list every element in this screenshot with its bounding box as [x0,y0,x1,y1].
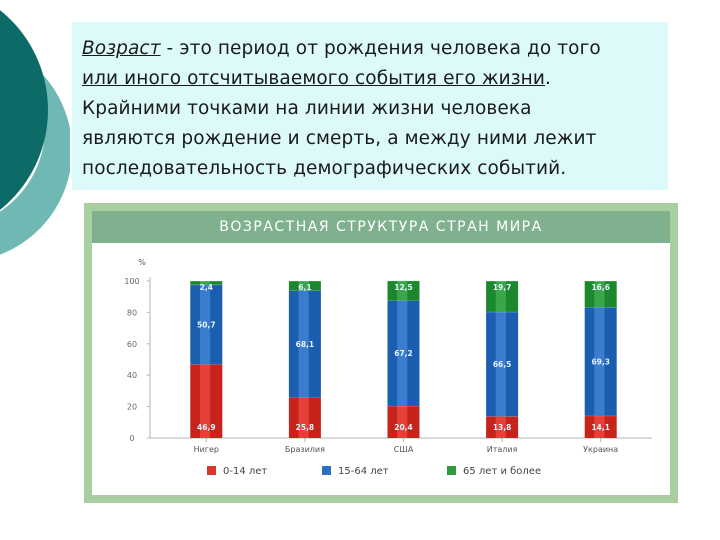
chart-frame: ВОЗРАСТНАЯ СТРУКТУРА СТРАН МИРА % 100 80 60… [84,203,678,503]
line1-rest: - это период от рождения человека до тог… [160,38,601,59]
deco-dark-circle [0,10,48,210]
data-label: 19,7 [493,283,512,292]
line5: последовательность демографических событ… [82,158,567,179]
stacked-bar-chart: % 100 80 60 40 20 0 Нигер 46,9 50,7 2,4 Бразилия 25,… [124,258,652,477]
bar-segment-age-0-14-highlight [397,405,408,438]
y-tick-label: 40 [127,371,137,380]
data-label: 46,9 [197,423,216,432]
data-label: 66,5 [493,360,512,369]
legend-label: 0-14 лет [223,466,267,477]
bar-segment-age-0-14-highlight [199,364,211,438]
chart-panel: ВОЗРАСТНАЯ СТРУКТУРА СТРАН МИРА % 100 80 60… [92,211,670,495]
x-category-label: Украина [583,445,618,454]
y-tick-label: 80 [127,308,137,317]
data-label: 6,1 [298,283,311,292]
term-age: Возраст [82,38,161,59]
decorative-circles [0,10,70,255]
bar-segment-age-0-14-highlight [298,397,309,438]
chart-title-bar: ВОЗРАСТНАЯ СТРУКТУРА СТРАН МИРА [92,211,670,243]
bar-segment-age-65-plus-highlight [397,280,408,301]
line3: Крайними точками на линии жизни человека [82,98,532,119]
y-tick-label: 100 [124,277,139,286]
data-label: 69,3 [591,357,610,366]
definition-textbox: Возраст - это период от рождения человек… [72,22,668,190]
bar-segment-age-65-plus-highlight [298,281,309,291]
data-label: 68,1 [296,340,315,349]
legend-label: 15-64 лет [338,466,389,477]
chart-title: ВОЗРАСТНАЯ СТРУКТУРА СТРАН МИРА [219,219,543,235]
bar-segment-age-65-plus-highlight [199,281,211,285]
bar-segment-age-0-14-highlight [495,416,506,438]
line2-end: . [545,68,551,89]
bar-segment-age-15-64-highlight [199,284,211,365]
legend-label: 65 лет и более [463,466,541,477]
y-tick-label: 60 [127,340,137,349]
x-category-label: США [394,445,414,454]
x-category-label: Нигер [194,445,219,454]
bar-segment-age-15-64-highlight [298,290,309,398]
legend-swatch [322,466,331,475]
data-label: 16,6 [591,283,610,292]
legend-swatch [447,466,456,475]
data-label: 20,4 [394,423,413,432]
x-category-label: Бразилия [285,445,325,454]
bar-segment-age-65-plus-highlight [495,281,506,312]
y-tick-label: 20 [127,403,137,412]
data-label: 12,5 [394,283,413,292]
bar-segment-age-65-plus-highlight [594,281,605,308]
data-label: 67,2 [394,349,413,358]
data-label: 14,1 [591,423,610,432]
data-label: 13,8 [493,423,512,432]
data-label: 25,8 [296,423,315,432]
line4: являются рождение и смерть, а между ними… [82,128,597,149]
legend-swatch [207,466,216,475]
y-tick-label: 0 [129,434,134,443]
y-axis-unit-label: % [138,258,146,267]
data-label: 50,7 [197,321,216,330]
bar-segment-age-15-64-highlight [594,307,605,416]
bar-segment-age-15-64-highlight [397,300,408,406]
definition-paragraph: Возраст - это период от рождения человек… [82,34,658,184]
bar-segment-age-15-64-highlight [495,311,506,417]
x-category-label: Италия [487,445,518,454]
bar-segment-age-0-14-highlight [594,415,605,438]
data-label: 2,4 [200,283,213,292]
line2-underlined: или иного отсчитываемого события его жиз… [82,68,545,89]
